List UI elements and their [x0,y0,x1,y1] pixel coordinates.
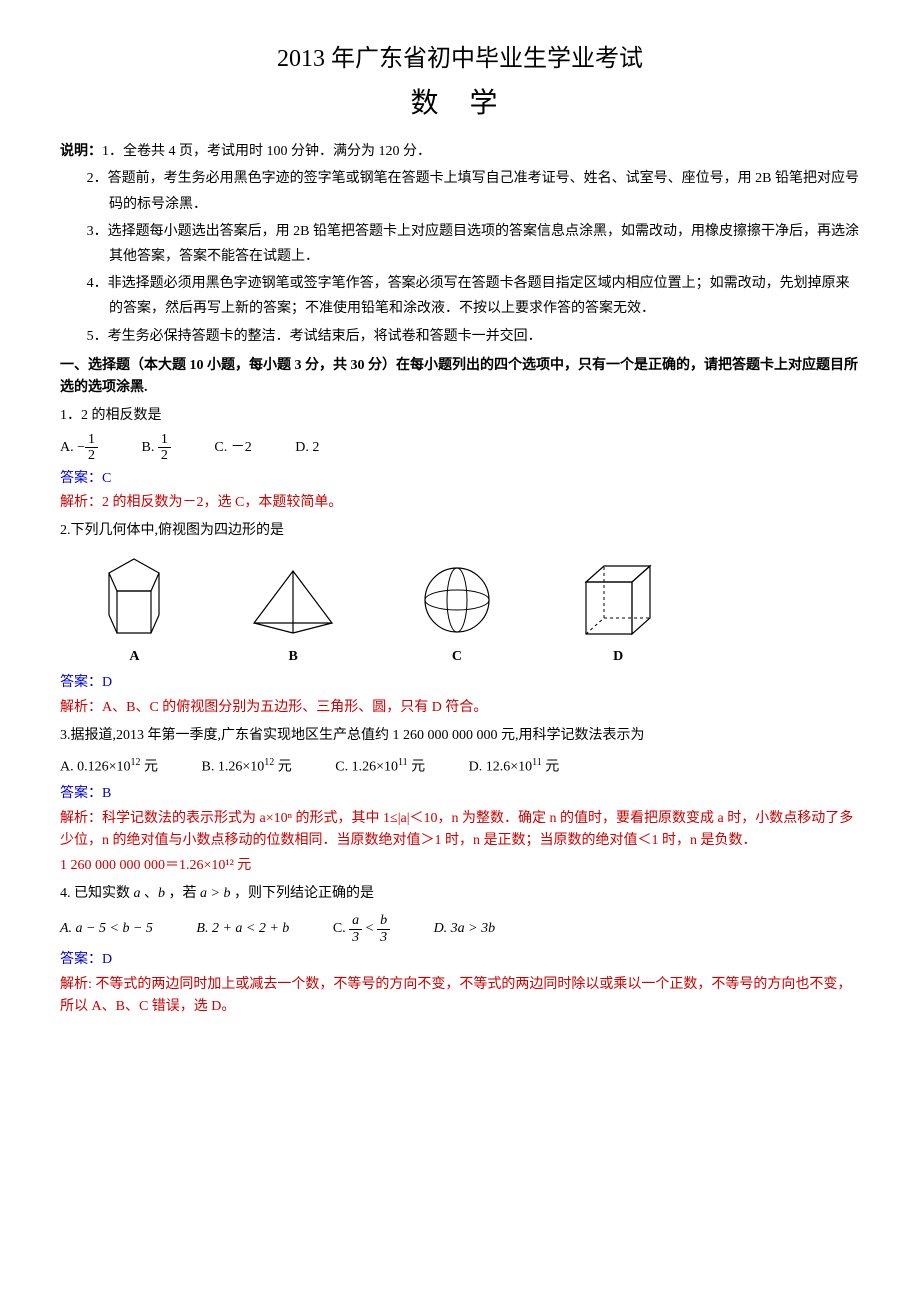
shape-A: A [99,555,169,668]
cuboid-icon [576,560,661,640]
q3-options: A. 0.126×1012 元 B. 1.26×1012 元 C. 1.26×1… [60,755,860,779]
shape-D: D [576,560,661,668]
instructions-block: 说明：1．全卷共 4 页，考试用时 100 分钟．满分为 120 分． 2．答题… [60,139,860,349]
q1-optB: B. 12 [142,432,171,464]
q3-answer: 答案：B [60,783,860,805]
q4-optB: B. 2 + a < 2 + b [196,918,289,940]
shape-C: C [417,560,497,668]
section-1-header: 一、选择题（本大题 10 小题，每小题 3 分，共 30 分）在每小题列出的四个… [60,355,860,400]
q2-text: 2.下列几何体中,俯视图为四边形的是 [60,520,860,542]
q3-text: 3.据报道,2013 年第一季度,广东省实现地区生产总值约 1 260 000 … [60,725,860,747]
triangular-pyramid-icon [248,565,338,640]
q4-text: 4. 已知实数 a 、b ，若 a > b ，则下列结论正确的是 [60,883,860,905]
shape-B-label: B [248,646,338,668]
instruction-3: 3．选择题每小题选出答案后，用 2B 铅笔把答题卡上对应题目选项的答案信息点涂黑… [60,219,860,269]
q2-analysis: 解析：A、B、C 的俯视图分别为五边形、三角形、圆，只有 D 符合。 [60,697,860,719]
q1-optA: A. −12 [60,432,98,464]
q3-analysis: 解析：科学记数法的表示形式为 a×10ⁿ 的形式，其中 1≤|a|＜10，n 为… [60,808,860,853]
instruction-2: 2．答题前，考生务必用黑色字迹的签字笔或钢笔在答题卡上填写自己准考证号、姓名、试… [60,166,860,216]
q4-optA: A. a − 5 < b − 5 [60,918,153,940]
q2-shapes: A B C D [60,555,700,668]
instructions-label: 说明： [60,144,102,159]
q4-analysis: 解析: 不等式的两边同时加上或减去一个数，不等号的方向不变，不等式的两边同时除以… [60,974,860,1019]
pentagonal-prism-icon [99,555,169,640]
q2-answer: 答案：D [60,672,860,694]
instruction-4: 4．非选择题必须用黑色字迹钢笔或签字笔作答，答案必须写在答题卡各题目指定区域内相… [60,271,860,321]
sphere-icon [417,560,497,640]
subject-title: 数 学 [60,82,860,127]
shape-D-label: D [576,646,661,668]
q4-optD: D. 3a > 3b [434,918,496,940]
q3-optD: D. 12.6×1011 元 [469,755,560,779]
instruction-1: 1．全卷共 4 页，考试用时 100 分钟．满分为 120 分． [102,144,431,159]
q4-options: A. a − 5 < b − 5 B. 2 + a < 2 + b C. a3 … [60,913,860,945]
q3-optB: B. 1.26×1012 元 [202,755,292,779]
shape-A-label: A [99,646,169,668]
q1-answer: 答案：C [60,468,860,490]
q4-optC: C. a3 < b3 [333,913,390,945]
shape-C-label: C [417,646,497,668]
q1-analysis: 解析：2 的相反数为－2，选 C，本题较简单。 [60,492,860,514]
q3-optA: A. 0.126×1012 元 [60,755,158,779]
instruction-5: 5．考生务必保持答题卡的整洁．考试结束后，将试卷和答题卡一并交回． [60,324,860,349]
q1-options: A. −12 B. 12 C. －2 D. 2 [60,432,860,464]
q3-analysis2: 1 260 000 000 000＝1.26×10¹² 元 [60,855,860,877]
q1-text: 1．2 的相反数是 [60,405,860,427]
q1-optC: C. －2 [214,437,251,459]
q3-optC: C. 1.26×1011 元 [335,755,425,779]
exam-title: 2013 年广东省初中毕业生学业考试 [60,40,860,78]
q1-optD: D. 2 [295,437,319,459]
q4-answer: 答案：D [60,949,860,971]
shape-B: B [248,565,338,668]
